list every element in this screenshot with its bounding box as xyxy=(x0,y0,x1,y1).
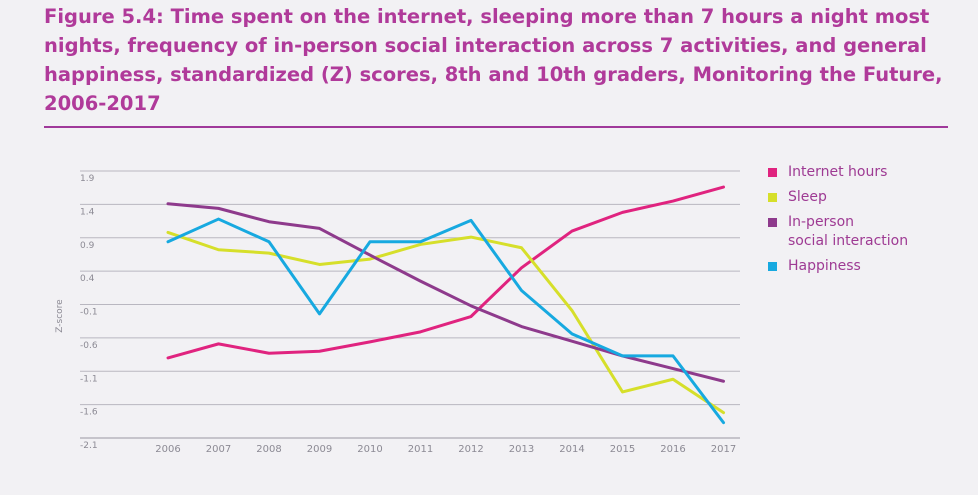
y-tick-label: -0.1 xyxy=(80,308,98,318)
legend-item-happiness: Happiness xyxy=(768,257,908,276)
legend-swatch-happiness xyxy=(768,262,777,271)
y-tick-label: 0.4 xyxy=(80,274,95,284)
x-tick-label: 2015 xyxy=(610,444,635,455)
series-line-happiness xyxy=(166,217,725,425)
x-tick-label: 2012 xyxy=(458,444,483,455)
x-tick-label: 2011 xyxy=(408,444,433,455)
y-tick-labels: 1.9 1.4 0.9 0.4 -0.1 -0.6 -1.1 -1.6 -2.1 xyxy=(80,174,98,451)
legend-swatch-in-person-social-interaction xyxy=(768,218,777,227)
y-tick-label: -0.6 xyxy=(80,341,98,351)
y-tick-label: 1.4 xyxy=(80,207,95,217)
x-tick-labels: 2006 2007 2008 2009 2010 2011 2012 2013 2014 2015… xyxy=(155,444,736,455)
x-tick-label: 2008 xyxy=(256,444,281,455)
legend: Internet hours Sleep In-person social in… xyxy=(768,163,908,282)
legend-label-in-person-social-interaction: In-person social interaction xyxy=(788,214,909,249)
y-tick-label: -1.6 xyxy=(80,408,98,418)
x-tick-label: 2017 xyxy=(711,444,736,455)
x-tick-label: 2006 xyxy=(155,444,180,455)
x-tick-label: 2014 xyxy=(559,444,584,455)
x-tick-label: 2007 xyxy=(206,444,231,455)
series-line-internet-hours xyxy=(166,185,725,360)
legend-item-in-person-social-interaction: In-person social interaction xyxy=(768,213,908,251)
y-tick-label: 0.9 xyxy=(80,241,95,251)
x-tick-label: 2016 xyxy=(660,444,685,455)
legend-label-sleep: Sleep xyxy=(788,189,827,205)
legend-swatch-sleep xyxy=(768,193,777,202)
y-tick-label: -2.1 xyxy=(80,441,98,451)
grid-lines xyxy=(80,170,740,439)
y-tick-label: 1.9 xyxy=(80,174,95,184)
legend-swatch-internet-hours xyxy=(768,168,777,177)
x-tick-label: 2010 xyxy=(357,444,382,455)
y-axis-label: Z-score xyxy=(55,299,65,333)
series-line-sleep xyxy=(166,230,725,415)
legend-item-sleep: Sleep xyxy=(768,188,908,207)
legend-item-internet-hours: Internet hours xyxy=(768,163,908,182)
legend-label-internet-hours: Internet hours xyxy=(788,164,888,180)
x-tick-label: 2009 xyxy=(307,444,332,455)
series-line-in-person-social-interaction xyxy=(166,202,725,383)
y-tick-label: -1.1 xyxy=(80,374,98,384)
chart-title: Figure 5.4: Time spent on the internet, … xyxy=(44,5,943,115)
x-tick-label: 2013 xyxy=(509,444,534,455)
legend-label-happiness: Happiness xyxy=(788,258,861,274)
series-lines xyxy=(166,185,725,425)
title-divider xyxy=(44,126,948,128)
